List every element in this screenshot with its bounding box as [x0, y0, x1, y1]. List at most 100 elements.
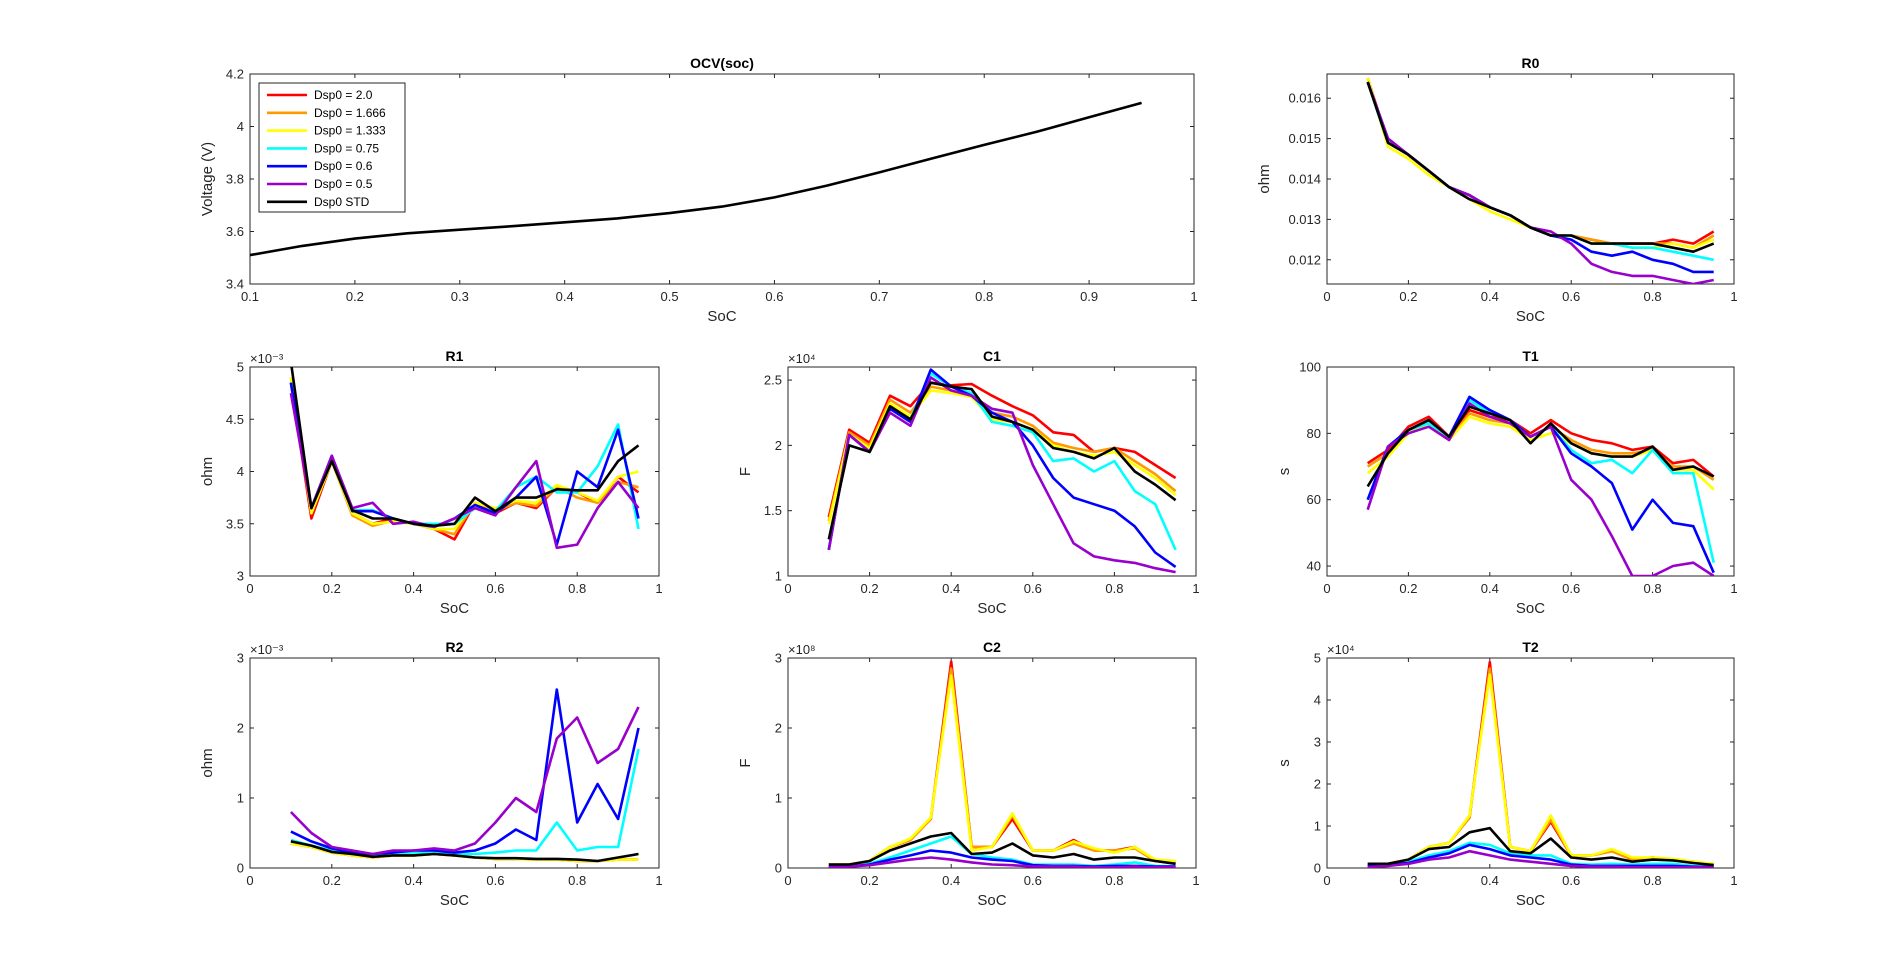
x-tick-label: 0.8	[568, 873, 586, 888]
series-line-dsp0-0-5	[1367, 849, 1714, 868]
y-tick-label: 3.5	[226, 516, 244, 531]
y-axis-label: s	[1276, 468, 1293, 476]
y-tick-label: 80	[1307, 426, 1321, 441]
axes-box	[1326, 73, 1735, 285]
legend: Dsp0 = 2.0 Dsp0 = 1.666 Dsp0 = 1.333 Dsp0 =…	[258, 82, 406, 213]
y-tick-label: 0.012	[1288, 252, 1321, 267]
chart-title: OCV(soc)	[690, 55, 754, 71]
chart-r2: 0 0.2 0.4 0.6 0.8 1 0 1 2 3 ×10⁻³ R2 SoC ohm	[199, 639, 663, 909]
x-axis-label: SoC	[977, 600, 1006, 617]
y-tick-label: 100	[1299, 360, 1321, 375]
x-tick-label: 0.6	[1024, 873, 1042, 888]
x-tick-label: 0.8	[1105, 873, 1123, 888]
x-tick-label: 0.2	[1399, 289, 1417, 304]
y-tick-label: 0.015	[1288, 131, 1321, 146]
y-axis-label: ohm	[1256, 164, 1273, 193]
x-tick-label: 0	[246, 581, 253, 596]
x-tick-label: 0.6	[486, 873, 504, 888]
axes-box	[249, 366, 660, 577]
x-tick-label: 0.2	[346, 289, 364, 304]
series-line-dsp0-1-333	[1367, 673, 1714, 866]
y-tick-label: 0	[1314, 861, 1321, 876]
y-tick-label: 2	[775, 438, 782, 453]
y-tick-label: 0.013	[1288, 212, 1321, 227]
x-tick-label: 1	[655, 581, 662, 596]
x-tick-label: 0.5	[661, 289, 679, 304]
x-tick-label: 1	[1190, 289, 1197, 304]
y-tick-label: 1	[775, 791, 782, 806]
y-tick-label: 3	[1314, 735, 1321, 750]
y-tick-label: 4.2	[226, 67, 244, 82]
series-line-dsp0-0-5	[828, 856, 1176, 868]
x-tick-label: 0.6	[1562, 581, 1580, 596]
y-axis-label: F	[737, 467, 754, 476]
x-tick-label: 0.2	[1399, 581, 1417, 596]
x-tick-label: 0.2	[323, 581, 341, 596]
chart-title: C1	[983, 348, 1001, 364]
series-line-dsp0-0-75	[1367, 841, 1714, 868]
axes-box	[249, 73, 1195, 285]
y-tick-label: 3	[237, 651, 244, 666]
chart-t1: 0 0.2 0.4 0.6 0.8 1 40 60 80 100 T1 SoC s	[1276, 348, 1738, 617]
y-tick-label: 0.014	[1288, 172, 1321, 187]
x-tick-label: 0.1	[241, 289, 259, 304]
x-tick-label: 0.4	[1481, 873, 1499, 888]
y-tick-label: 2	[1314, 777, 1321, 792]
x-axis-label: SoC	[1516, 600, 1545, 617]
series-line-dsp0-0-6	[290, 688, 640, 856]
legend-label: Dsp0 = 0.75	[314, 141, 379, 155]
x-tick-label: 0.4	[556, 289, 574, 304]
y-tick-label: 4	[237, 119, 244, 134]
y-tick-label: 1	[237, 791, 244, 806]
x-tick-label: 0.4	[1481, 289, 1499, 304]
x-tick-label: 1	[1730, 873, 1737, 888]
series-line-dsp0-0-5	[827, 376, 1176, 574]
x-tick-label: 0	[246, 873, 253, 888]
legend-label: Dsp0 = 1.666	[314, 106, 386, 120]
y-tick-label: 5	[237, 360, 244, 375]
axes-box	[1326, 366, 1735, 577]
y-axis-label: F	[737, 758, 754, 767]
y-tick-label: 2	[237, 721, 244, 736]
x-tick-label: 0.9	[1080, 289, 1098, 304]
series-line-dsp0-std	[1366, 405, 1715, 488]
axes-box	[249, 657, 660, 869]
y-tick-label: 4	[1314, 693, 1321, 708]
chart-c1: 0 0.2 0.4 0.6 0.8 1 1 1.5 2 2.5 ×10⁴ C1 SoC F	[737, 348, 1200, 617]
series-line-dsp0-std	[1366, 81, 1715, 253]
x-tick-label: 1	[1730, 289, 1737, 304]
y-exponent-label: ×10⁴	[788, 351, 816, 366]
x-tick-label: 0	[1323, 581, 1330, 596]
axes-box	[1326, 657, 1735, 869]
x-tick-label: 0.4	[942, 873, 960, 888]
x-axis-label: SoC	[1516, 892, 1545, 909]
x-tick-label: 0.7	[870, 289, 888, 304]
x-tick-label: 0.8	[1644, 289, 1662, 304]
y-tick-label: 4	[237, 464, 244, 479]
x-tick-label: 1	[655, 873, 662, 888]
chart-title: C2	[983, 639, 1001, 655]
series-line-dsp0-std	[827, 381, 1177, 540]
x-tick-label: 1	[1192, 873, 1199, 888]
legend-label: Dsp0 = 0.5	[314, 177, 373, 191]
x-tick-label: 0.8	[1644, 581, 1662, 596]
x-tick-label: 0	[784, 873, 791, 888]
y-tick-label: 2	[775, 721, 782, 736]
legend-label: Dsp0 = 2.0	[314, 88, 373, 102]
x-axis-label: SoC	[440, 892, 469, 909]
series-line-dsp0-std	[250, 101, 1142, 257]
x-tick-label: 0.4	[405, 581, 423, 596]
y-axis-label: s	[1276, 759, 1293, 767]
y-tick-label: 1.5	[764, 503, 782, 518]
x-tick-label: 0.8	[1644, 873, 1662, 888]
y-tick-label: 3.4	[226, 277, 244, 292]
x-tick-label: 0.6	[1562, 873, 1580, 888]
y-axis-label: ohm	[199, 457, 216, 486]
y-tick-label: 1	[775, 569, 782, 584]
series-line-dsp0-std	[290, 367, 640, 528]
y-tick-label: 4.5	[226, 412, 244, 427]
series-line-dsp0-std	[828, 831, 1176, 866]
y-exponent-label: ×10⁸	[788, 642, 816, 657]
chart-title: R0	[1522, 55, 1540, 71]
y-tick-label: 3	[775, 651, 782, 666]
